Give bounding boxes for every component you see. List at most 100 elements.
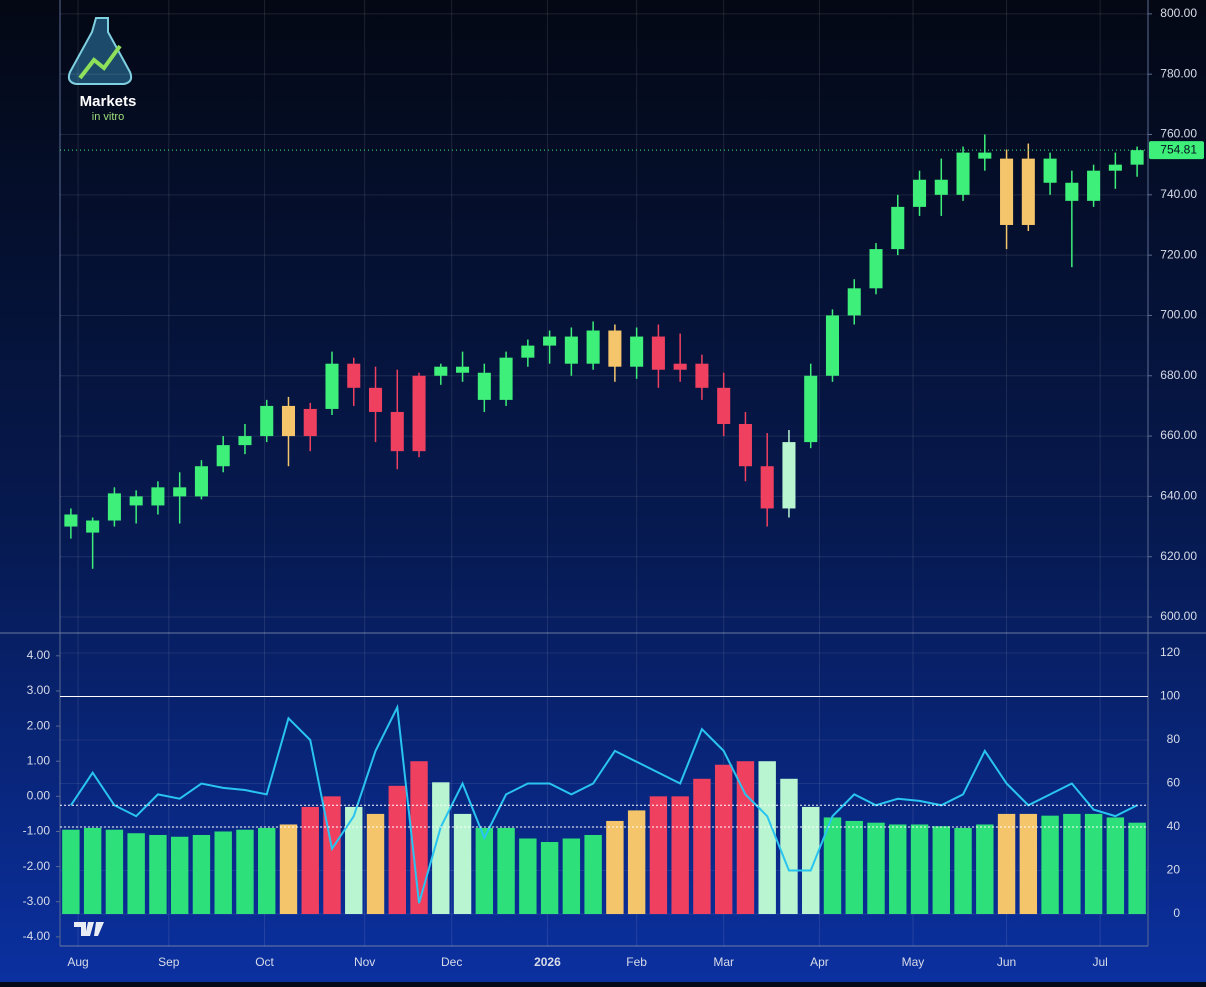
histogram-bar (170, 836, 189, 915)
histogram-bar (388, 785, 406, 915)
histogram-bar (714, 764, 733, 915)
y-tick-label: 2.00 (27, 718, 51, 732)
histogram-bar (1041, 815, 1059, 915)
histogram-bar (432, 782, 450, 915)
candle-body (86, 520, 100, 533)
histogram-bar (1063, 813, 1081, 915)
candle-body (804, 375, 818, 443)
candle-body (738, 424, 752, 467)
y-tick-label: -4.00 (23, 929, 51, 943)
y-tick-label: 0.00 (27, 789, 51, 803)
logo-title: Markets (80, 93, 137, 110)
histogram-bar (279, 824, 298, 915)
y2-tick-label: 40 (1167, 819, 1181, 833)
histogram-bar (758, 761, 776, 915)
histogram-bar (519, 838, 537, 915)
candle-body (412, 375, 426, 452)
tradingview-logo (74, 922, 104, 936)
candle-body (543, 336, 557, 346)
histogram-bar (214, 831, 232, 915)
candle-body (216, 445, 230, 467)
x-tick-label: Oct (255, 955, 274, 969)
candle-body (390, 411, 404, 452)
histogram-bar (366, 813, 385, 915)
y-tick-label: 1.00 (27, 753, 51, 767)
x-tick-label: Sep (158, 955, 180, 969)
candle-body (281, 405, 296, 437)
y-tick-label: 700.00 (1160, 308, 1197, 322)
histogram-bar (976, 824, 994, 915)
candle-body (891, 206, 905, 250)
y-tick-label: -2.00 (23, 859, 51, 873)
histogram-bar (301, 806, 319, 915)
candle-body (499, 357, 513, 400)
candle-body (477, 372, 491, 400)
y2-tick-label: 80 (1167, 732, 1181, 746)
histogram-bar (1128, 822, 1146, 915)
y-tick-label: 780.00 (1160, 66, 1197, 80)
histogram-bar (453, 813, 472, 915)
candle-body (934, 179, 948, 195)
candle-body (564, 336, 578, 364)
candle-body (456, 366, 470, 373)
logo: Markets in vitro (67, 17, 137, 123)
candle-body (129, 496, 143, 506)
y-tick-label: 760.00 (1160, 127, 1197, 141)
candle-body (64, 514, 78, 527)
x-tick-label: Nov (354, 955, 375, 969)
candle-body (760, 466, 774, 509)
y-tick-label: -1.00 (23, 824, 51, 838)
histogram-bar (845, 820, 863, 915)
histogram-bar (954, 827, 972, 915)
candle-body (1087, 170, 1101, 201)
histogram-bar (910, 824, 929, 915)
candle-body (1065, 182, 1079, 201)
price-label-box (1149, 141, 1204, 160)
candle-body (1021, 158, 1035, 225)
candle-body (869, 249, 883, 289)
histogram-bar (192, 834, 211, 915)
histogram-bar (584, 834, 602, 915)
logo-arrow (78, 44, 122, 80)
candle-body (303, 408, 317, 437)
histogram-bar (1084, 813, 1103, 915)
price-label: 754.81 (1160, 142, 1197, 156)
y2-tick-label: 120 (1160, 645, 1180, 659)
y2-tick-label: 20 (1167, 863, 1181, 877)
histogram-bar (345, 806, 363, 915)
y-tick-label: 660.00 (1160, 428, 1197, 442)
x-tick-label: Jul (1092, 955, 1107, 969)
candle-body (630, 336, 644, 367)
x-tick-label: May (902, 955, 925, 969)
histogram-bar (997, 813, 1016, 915)
y-tick-label: 680.00 (1160, 368, 1197, 382)
candle-body (194, 466, 208, 497)
histogram-bar (258, 827, 276, 915)
candle-body (912, 179, 927, 207)
x-tick-label: Jun (997, 955, 1016, 969)
histogram-bar (693, 778, 711, 915)
candle-body (956, 152, 970, 195)
candle-body (651, 336, 665, 370)
candle-body (368, 387, 383, 412)
histogram-bar (780, 778, 798, 915)
histogram-bar (671, 796, 689, 915)
x-tick-label: Apr (810, 955, 829, 969)
candle-body (1130, 150, 1144, 165)
histogram-bar (497, 827, 515, 915)
x-tick-label: Feb (626, 955, 647, 969)
candle-body (695, 363, 709, 388)
histogram-bar (1019, 813, 1038, 915)
candle-body (325, 363, 339, 409)
y2-tick-label: 60 (1167, 776, 1181, 790)
histogram-bar (649, 796, 668, 915)
histogram-bar (867, 822, 885, 915)
candle-body (260, 405, 274, 437)
candle-body (1108, 164, 1122, 171)
x-tick-label: 2026 (534, 955, 561, 969)
y-tick-label: 4.00 (27, 648, 51, 662)
y-tick-label: -3.00 (23, 894, 51, 908)
y2-tick-label: 100 (1160, 689, 1180, 703)
candle-body (521, 345, 535, 358)
